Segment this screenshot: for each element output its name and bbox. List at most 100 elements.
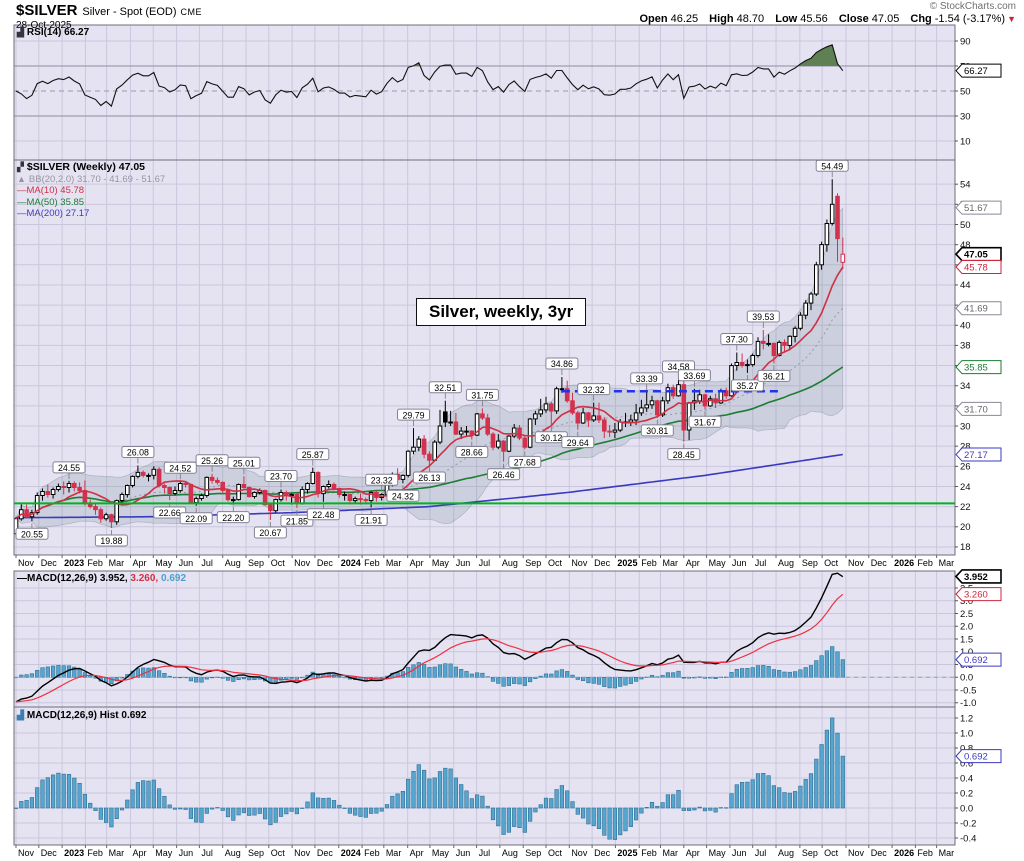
svg-text:Nov: Nov — [848, 558, 865, 568]
svg-text:May: May — [432, 558, 450, 568]
svg-text:Aug: Aug — [225, 558, 241, 568]
annotation-label — [354, 514, 388, 526]
svg-text:30: 30 — [960, 421, 971, 432]
annotation-label — [253, 526, 287, 539]
annotation-label — [757, 369, 791, 382]
svg-text:Feb: Feb — [364, 558, 380, 568]
svg-text:30.12: 30.12 — [540, 433, 562, 443]
svg-text:2026: 2026 — [894, 558, 914, 568]
macd-panel-plot — [14, 572, 955, 703]
svg-text:40: 40 — [960, 321, 971, 332]
svg-text:1.0: 1.0 — [960, 728, 973, 739]
svg-text:25.01: 25.01 — [233, 459, 255, 469]
open-label: Open — [639, 13, 668, 25]
svg-text:0.692: 0.692 — [964, 752, 988, 763]
svg-text:35.27: 35.27 — [736, 381, 758, 391]
svg-text:-0.2: -0.2 — [960, 818, 976, 829]
right-axis-labels: 9070503010545250484644424038363432302826… — [955, 36, 976, 844]
annotation-label — [52, 461, 86, 474]
macd-value: 3.952, — [99, 573, 128, 584]
svg-text:Jul: Jul — [755, 558, 767, 568]
svg-text:1.0: 1.0 — [960, 647, 973, 658]
svg-text:2.5: 2.5 — [960, 609, 973, 620]
annotation-label — [15, 527, 49, 540]
svg-text:39.53: 39.53 — [752, 312, 774, 322]
svg-text:Oct: Oct — [824, 848, 839, 858]
svg-text:Dec: Dec — [317, 558, 334, 568]
svg-text:Dec: Dec — [871, 848, 888, 858]
symbol-title: $SILVER — [16, 2, 78, 19]
svg-text:May: May — [709, 558, 727, 568]
svg-text:Jul: Jul — [201, 848, 213, 858]
low-value: 45.56 — [800, 13, 828, 25]
annotation-label — [630, 372, 664, 385]
ma200-legend-label: MA(200) 27.17 — [26, 208, 90, 219]
svg-text:3.0: 3.0 — [960, 596, 973, 607]
svg-text:50: 50 — [960, 86, 971, 97]
svg-text:Feb: Feb — [917, 848, 933, 858]
main-chart-legend: ▞ $SILVER (Weekly) 47.05 ▲ BB(20,2.0) 31.7… — [17, 161, 165, 220]
svg-text:Jun: Jun — [732, 848, 747, 858]
annotation-label — [487, 468, 521, 481]
annotation-label — [465, 388, 499, 401]
symbol-description: Silver - Spot (EOD) — [82, 6, 177, 18]
svg-text:May: May — [709, 848, 727, 858]
panel-backgrounds — [14, 25, 955, 845]
header-left: $SILVER Silver - Spot (EOD) CME 28-Oct-202… — [16, 2, 202, 31]
svg-text:24: 24 — [960, 482, 971, 493]
svg-text:48: 48 — [960, 240, 971, 251]
annotation-label — [179, 512, 213, 525]
svg-text:Sep: Sep — [525, 848, 541, 858]
svg-text:23.70: 23.70 — [270, 472, 292, 482]
svg-text:Nov: Nov — [848, 848, 865, 858]
annotation-label — [121, 446, 155, 458]
svg-text:Jun: Jun — [179, 558, 194, 568]
annotation-label — [561, 436, 595, 449]
svg-text:3.952: 3.952 — [964, 572, 988, 583]
annotation-label — [280, 514, 314, 527]
annotation-note-box: Silver, weekly, 3yr — [416, 298, 587, 326]
svg-text:20.67: 20.67 — [259, 528, 281, 538]
macd-legend: —MACD(12,26,9) 3.952, 3.260, 0.692 — [17, 573, 186, 585]
svg-text:32.51: 32.51 — [434, 383, 456, 393]
svg-text:Nov: Nov — [18, 558, 35, 568]
svg-text:47.05: 47.05 — [964, 250, 988, 261]
svg-text:Jul: Jul — [479, 558, 491, 568]
source-credit: © StockCharts.com — [929, 1, 1016, 12]
svg-text:0.692: 0.692 — [964, 655, 988, 666]
svg-text:26.46: 26.46 — [493, 470, 515, 480]
svg-text:Mar: Mar — [662, 558, 678, 568]
svg-text:Mar: Mar — [939, 848, 955, 858]
svg-text:Aug: Aug — [502, 848, 518, 858]
svg-text:Aug: Aug — [778, 558, 794, 568]
macd-line — [15, 572, 844, 703]
svg-text:24.52: 24.52 — [169, 463, 191, 473]
svg-text:44: 44 — [960, 280, 971, 291]
svg-text:2.0: 2.0 — [960, 622, 973, 633]
chg-value: -1.54 (-3.17%) — [934, 13, 1006, 25]
svg-text:31.67: 31.67 — [694, 417, 716, 427]
ma50-legend-label: MA(50) 35.85 — [26, 196, 85, 208]
svg-text:0.4: 0.4 — [960, 773, 973, 784]
svg-text:Feb: Feb — [917, 558, 933, 568]
annotation-label — [397, 408, 430, 421]
bollinger-band-icon: ▲ — [17, 173, 26, 184]
svg-text:2024: 2024 — [341, 848, 361, 858]
svg-text:Mar: Mar — [386, 558, 402, 568]
axis-callout — [954, 246, 1002, 262]
svg-text:Nov: Nov — [294, 558, 311, 568]
hist-panel-border — [13, 706, 956, 846]
rsi-legend-label: RSI(14) 66.27 — [26, 27, 90, 38]
svg-text:Mar: Mar — [109, 848, 125, 858]
axis-callout — [955, 360, 1002, 375]
svg-text:2023: 2023 — [64, 558, 84, 568]
svg-text:Mar: Mar — [386, 848, 402, 858]
svg-text:Mar: Mar — [109, 558, 125, 568]
svg-text:2024: 2024 — [341, 558, 361, 568]
svg-text:33.69: 33.69 — [683, 371, 705, 381]
axis-callout — [955, 260, 1002, 275]
svg-text:Jun: Jun — [456, 558, 471, 568]
annotation-label — [94, 534, 128, 547]
svg-text:-0.4: -0.4 — [960, 833, 976, 844]
